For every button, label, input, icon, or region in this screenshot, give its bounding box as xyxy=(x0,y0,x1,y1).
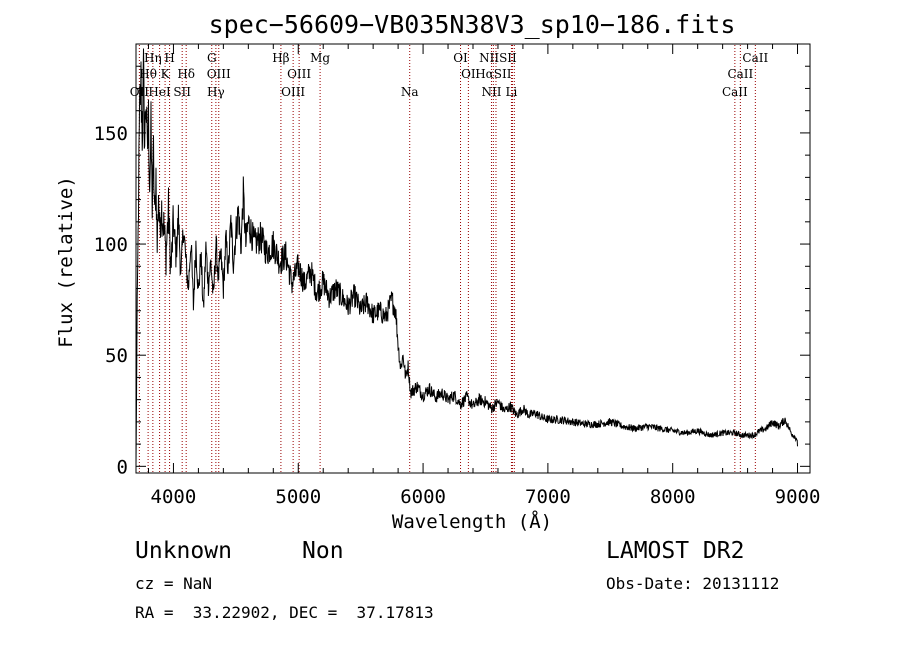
x-tick-label: 8000 xyxy=(650,486,696,508)
emission-line-label: OI xyxy=(461,67,476,81)
y-tick-label: 150 xyxy=(94,123,128,145)
emission-line-label: SII xyxy=(173,85,191,99)
x-tick-label: 9000 xyxy=(775,486,821,508)
x-tick-label: 4000 xyxy=(151,486,197,508)
redshift-cz: cz = NaN xyxy=(135,574,213,593)
emission-line-label: OIII xyxy=(207,67,231,81)
chart-title: spec−56609−VB035N38V3_sp10−186.fits xyxy=(209,10,736,39)
emission-line-label: Hγ xyxy=(207,85,225,99)
y-tick-label: 50 xyxy=(105,345,128,367)
emission-line-label: CaII xyxy=(727,67,753,81)
emission-line-label: Mg xyxy=(310,51,330,65)
emission-line-label: Na xyxy=(401,85,419,99)
emission-line-label: NIISII xyxy=(479,51,517,65)
x-tick-label: 6000 xyxy=(400,486,446,508)
emission-line-label: Li xyxy=(506,85,518,99)
emission-line-label: OIII xyxy=(287,67,311,81)
survey-name: LAMOST DR2 xyxy=(606,538,745,564)
emission-line-label: CaII xyxy=(722,85,748,99)
y-tick-label: 0 xyxy=(117,456,128,478)
emission-line-label: NII xyxy=(481,85,501,99)
emission-line-markers xyxy=(138,45,756,472)
y-tick-label: 100 xyxy=(94,234,128,256)
x-tick-label: 5000 xyxy=(275,486,321,508)
ra-dec-coordinates: RA = 33.22902, DEC = 37.17813 xyxy=(135,603,434,622)
object-subclass: Non xyxy=(302,538,344,564)
emission-line-label: Hη xyxy=(144,51,162,65)
spectrum-line xyxy=(135,48,798,466)
emission-line-label: Hθ xyxy=(139,67,157,81)
x-axis-label: Wavelength (Å) xyxy=(392,510,552,533)
emission-line-label: G xyxy=(207,51,217,65)
emission-line-label: Hβ xyxy=(272,51,289,65)
observation-date: Obs-Date: 20131112 xyxy=(606,574,780,593)
y-axis-label: Flux (relative) xyxy=(55,176,77,348)
x-tick-label: 7000 xyxy=(525,486,571,508)
emission-line-label: HαSII xyxy=(475,67,512,81)
emission-line-label: CaII xyxy=(742,51,768,65)
emission-line-label: HeI xyxy=(148,85,171,99)
plot-frame xyxy=(135,43,811,474)
emission-line-label: OIII xyxy=(281,85,305,99)
object-class: Unknown xyxy=(135,538,232,564)
emission-line-label: H xyxy=(164,51,174,65)
y-axis: 0 50 100 150 xyxy=(94,65,810,478)
emission-line-label: Hδ xyxy=(177,67,195,81)
emission-line-label: OI xyxy=(453,51,468,65)
x-axis: 4000 5000 6000 7000 8000 9000 xyxy=(147,44,821,508)
emission-line-label: K xyxy=(161,67,171,81)
